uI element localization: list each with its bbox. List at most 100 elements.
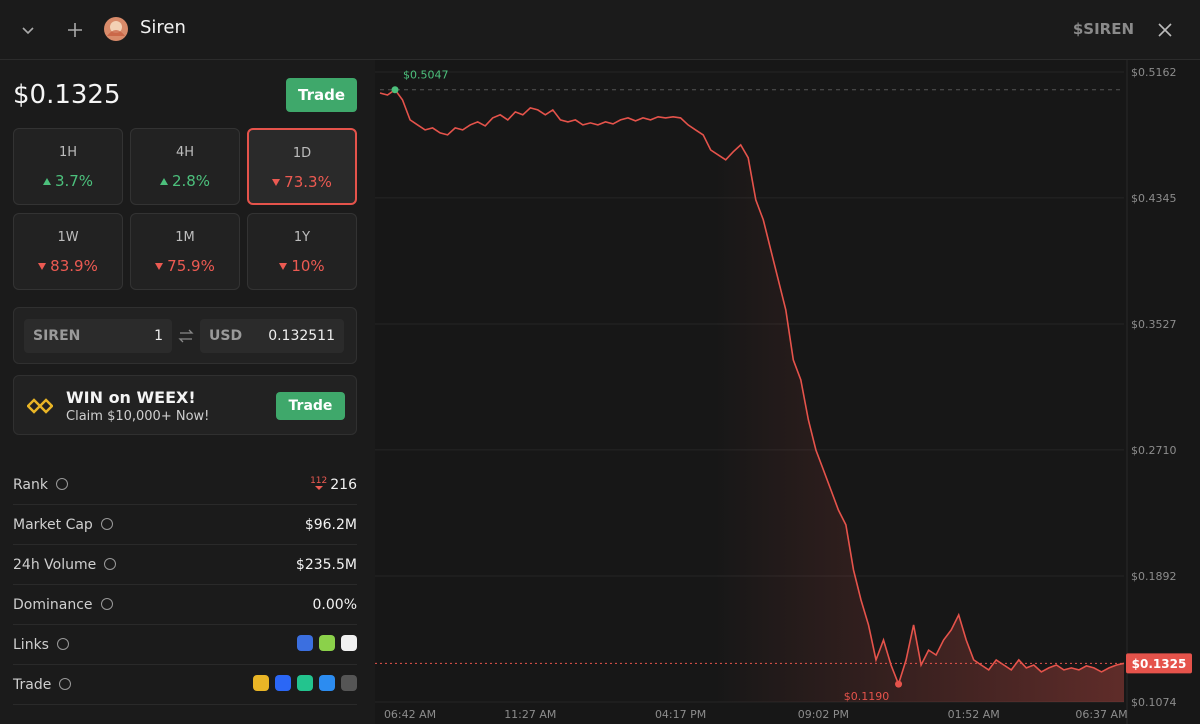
stat-label: Market Cap bbox=[13, 517, 113, 533]
change-tile[interactable]: 1Y 10% bbox=[247, 213, 357, 290]
stat-label-text: Dominance bbox=[13, 597, 93, 613]
stat-label-text: Trade bbox=[13, 677, 52, 693]
link-icon[interactable] bbox=[297, 635, 313, 651]
change-value: 2.8% bbox=[131, 172, 239, 190]
area bbox=[380, 89, 1124, 702]
y-tick-label: $0.3527 bbox=[1131, 318, 1177, 331]
change-arrow bbox=[279, 263, 288, 270]
y-tick-label: $0.4345 bbox=[1131, 192, 1177, 205]
info-icon[interactable] bbox=[55, 478, 68, 490]
converter: SIREN 1 USD 0.132511 bbox=[13, 307, 357, 364]
change-tile[interactable]: 4H 2.8% bbox=[130, 128, 240, 205]
to-symbol: USD bbox=[209, 328, 243, 344]
token-name: Siren bbox=[140, 17, 186, 38]
y-tick-label: $0.2710 bbox=[1131, 444, 1177, 457]
stat-icons bbox=[247, 675, 357, 695]
swap-icon[interactable] bbox=[178, 328, 194, 344]
link-icon[interactable] bbox=[319, 635, 335, 651]
change-period: 1W bbox=[57, 230, 79, 245]
change-value: 10% bbox=[248, 257, 356, 275]
link-icon[interactable] bbox=[341, 635, 357, 651]
stat-label-text: 24h Volume bbox=[13, 557, 97, 573]
high-label: $0.5047 bbox=[403, 69, 449, 82]
from-symbol: SIREN bbox=[33, 328, 81, 344]
y-tick-label: $0.5162 bbox=[1131, 66, 1177, 79]
stat-value-text: $96.2M bbox=[304, 517, 357, 533]
from-amount: 1 bbox=[154, 328, 163, 344]
from-field[interactable]: SIREN 1 bbox=[24, 319, 172, 353]
close-icon[interactable] bbox=[1157, 22, 1173, 38]
x-tick-label: 09:02 PM bbox=[798, 708, 849, 721]
change-period: 4H bbox=[175, 145, 195, 160]
trade-button[interactable]: Trade bbox=[286, 78, 357, 112]
promo-button[interactable]: Trade bbox=[276, 392, 345, 420]
rank-change-text: 112 bbox=[310, 476, 328, 486]
change-tile[interactable]: 1M 75.9% bbox=[130, 213, 240, 290]
price-chart: $0.5162 $0.4345 $0.3527 $0.2710 $0.1892 $0.10… bbox=[375, 60, 1200, 724]
info-icon[interactable] bbox=[59, 678, 72, 690]
x-tick-label: 04:17 PM bbox=[655, 708, 706, 721]
stat-value: 0.00% bbox=[313, 597, 357, 613]
x-tick-label: 06:37 AM bbox=[1075, 708, 1127, 721]
avatar bbox=[104, 17, 128, 41]
stat-row: Market Cap $96.2M bbox=[13, 505, 357, 545]
stat-value-text: $235.5M bbox=[295, 557, 357, 573]
change-tile[interactable]: 1H 3.7% bbox=[13, 128, 123, 205]
low-label: $0.1190 bbox=[844, 690, 890, 703]
change-arrow bbox=[272, 179, 281, 186]
stat-value: $96.2M bbox=[305, 517, 357, 533]
stat-label: Dominance bbox=[13, 597, 113, 613]
high-point bbox=[391, 86, 399, 94]
change-tile[interactable]: 1W 83.9% bbox=[13, 213, 123, 290]
stat-row: Trade bbox=[13, 665, 357, 705]
stat-row: Links bbox=[13, 625, 357, 665]
change-value: 83.9% bbox=[14, 257, 122, 275]
add-icon[interactable] bbox=[66, 21, 84, 39]
price-line bbox=[379, 88, 1125, 687]
collapse-icon[interactable] bbox=[20, 22, 36, 38]
promo-title: WIN on WEEX! bbox=[66, 388, 196, 407]
rank-change-arrow bbox=[314, 486, 323, 490]
to-field[interactable]: USD 0.132511 bbox=[200, 319, 344, 353]
link-icon[interactable] bbox=[297, 675, 313, 691]
change-period: 1H bbox=[58, 145, 78, 160]
last-price-tag bbox=[1126, 653, 1192, 674]
link-icon[interactable] bbox=[275, 675, 291, 691]
x-tick-label: 06:42 AM bbox=[384, 708, 436, 721]
y-tick-label: $0.1892 bbox=[1131, 570, 1177, 583]
change-value: 75.9% bbox=[131, 257, 239, 275]
last-price-label: $0.1325 bbox=[1132, 657, 1187, 671]
stat-label: Trade bbox=[13, 677, 72, 693]
x-tick-label: 11:27 AM bbox=[504, 708, 556, 721]
change-text: 3.7% bbox=[54, 172, 94, 190]
stat-value: $235.5M bbox=[296, 557, 357, 573]
stat-icons bbox=[291, 635, 357, 655]
change-arrow bbox=[155, 263, 164, 270]
stat-label-text: Rank bbox=[13, 477, 48, 493]
stat-label-text: Market Cap bbox=[13, 517, 93, 533]
link-icon[interactable] bbox=[319, 675, 335, 691]
info-icon[interactable] bbox=[56, 638, 69, 650]
header: Siren $SIREN bbox=[0, 0, 1200, 60]
promo: WIN on WEEX! Claim $10,000+ Now! Trade bbox=[13, 375, 357, 435]
stat-row: 24h Volume $235.5M bbox=[13, 545, 357, 585]
price: $0.1325 bbox=[13, 80, 121, 110]
stat-label-text: Links bbox=[13, 637, 49, 653]
change-arrow bbox=[42, 178, 51, 185]
change-text: 10% bbox=[291, 257, 325, 275]
link-icon[interactable] bbox=[253, 675, 269, 691]
info-icon[interactable] bbox=[100, 598, 113, 610]
stat-row: Rank 112 216 bbox=[13, 465, 357, 505]
change-text: 2.8% bbox=[171, 172, 211, 190]
stat-row: Dominance 0.00% bbox=[13, 585, 357, 625]
change-period: 1Y bbox=[293, 230, 311, 245]
change-text: 83.9% bbox=[50, 257, 98, 275]
link-icon[interactable] bbox=[341, 675, 357, 691]
weex-logo bbox=[27, 398, 53, 414]
change-arrow bbox=[159, 178, 168, 185]
change-tile[interactable]: 1D 73.3% bbox=[247, 128, 357, 205]
info-icon[interactable] bbox=[104, 558, 117, 570]
x-tick-label: 01:52 AM bbox=[948, 708, 1000, 721]
y-tick-label: $0.1074 bbox=[1131, 696, 1177, 709]
info-icon[interactable] bbox=[100, 518, 113, 530]
